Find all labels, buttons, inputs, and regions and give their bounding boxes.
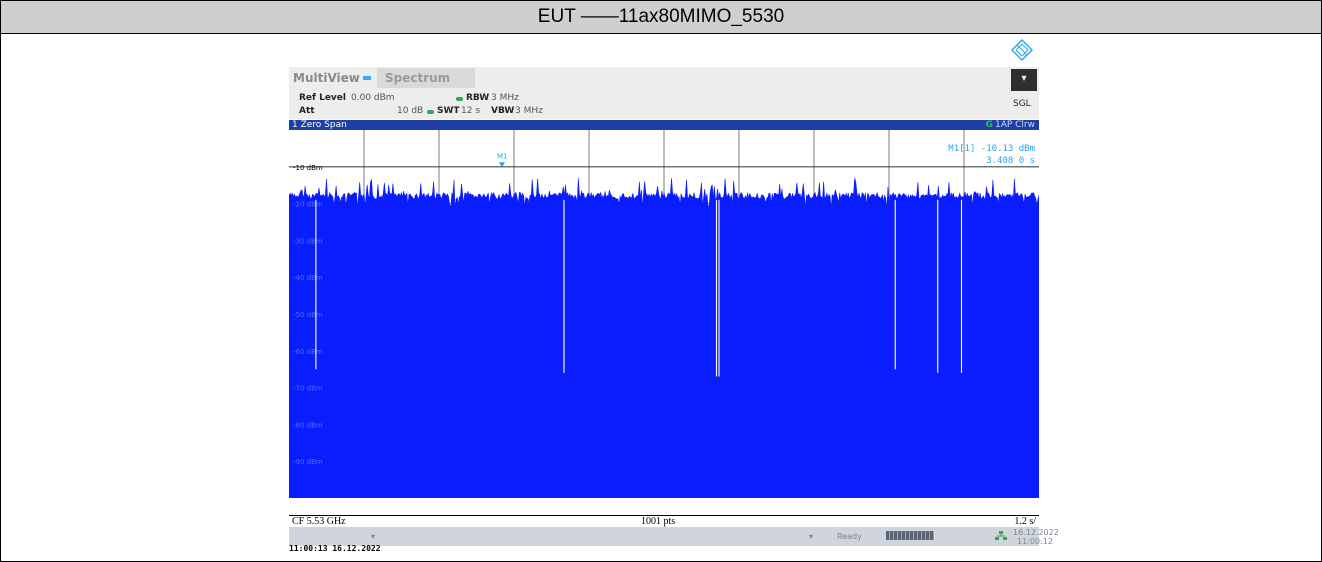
marker-readout-time: 3.408 0 s <box>986 156 1035 166</box>
trace-plot: -10 dBm -20 dBm -30 dBm -40 dBm -50 dBm -60 d… <box>289 130 1039 498</box>
status-date: 16.12.2022 <box>1013 528 1059 537</box>
x-axis-bar: CF 5.53 GHz 1001 pts 1.2 s/ <box>289 515 1039 528</box>
y-tick-label: -70 dBm <box>293 385 323 393</box>
spectrum-analyzer-screen: MultiView Spectrum ▾ Ref Level 0.00 dBm … <box>289 67 1059 546</box>
multiview-indicator <box>363 76 371 80</box>
swt-value: 12 s <box>461 106 481 116</box>
y-tick-label: -40 dBm <box>293 274 323 282</box>
vbw-label: VBW <box>491 106 515 116</box>
tab-spectrum[interactable]: Spectrum <box>377 68 475 88</box>
y-tick-label: -80 dBm <box>293 421 323 429</box>
screenshot-timestamp: 11:00:13 16.12.2022 <box>289 544 381 553</box>
ref-level-value: 0.00 dBm <box>351 93 395 103</box>
vbw-value: 3 MHz <box>515 106 543 116</box>
chevron-down-icon: ▾ <box>1021 73 1027 84</box>
time-per-div-label: 1.2 s/ <box>1014 516 1036 527</box>
chevron-down-icon[interactable]: ▾ <box>809 532 814 541</box>
page-title: EUT ——11ax80MIMO_5530 <box>1 1 1321 34</box>
y-tick-label: -50 dBm <box>293 311 323 319</box>
trace-mode-label: 1AP Clrw <box>994 120 1035 130</box>
parameter-panel: Ref Level 0.00 dBm Att 10 dB SWT 12 s RB… <box>289 91 1039 119</box>
points-label: 1001 pts <box>641 516 676 527</box>
status-time: 11:00:12 <box>1017 537 1053 546</box>
status-ready: Ready <box>837 532 862 541</box>
marker-readout: M1[1] -10.13 dBm 3.408 0 s <box>948 143 1035 167</box>
att-value: 10 dB <box>397 106 424 116</box>
marker-readout-level: M1[1] -10.13 dBm <box>948 144 1035 154</box>
ref-level-label: Ref Level <box>299 93 346 103</box>
rbw-value: 3 MHz <box>491 93 519 103</box>
y-tick-label: -30 dBm <box>293 237 323 245</box>
swt-label: SWT <box>437 106 460 116</box>
plot-area: -10 dBm -20 dBm -30 dBm -40 dBm -50 dBm -60 d… <box>289 130 1039 498</box>
center-frequency-label: CF 5.53 GHz <box>292 516 346 527</box>
y-tick-label: -10 dBm <box>293 164 323 172</box>
swt-coupled-dot <box>427 110 434 114</box>
att-label: Att <box>299 106 315 116</box>
diagram-title-bar: 1 Zero Span G 1AP Clrw <box>289 120 1039 130</box>
rbw-label: RBW <box>466 93 490 103</box>
y-tick-label: -20 dBm <box>293 201 323 209</box>
sweep-mode: SGL <box>1013 99 1031 109</box>
menu-button[interactable]: ▾ <box>1011 69 1037 91</box>
diagram-title: 1 Zero Span <box>292 120 347 130</box>
tab-multiview[interactable]: MultiView <box>293 71 360 85</box>
rohde-schwarz-logo-icon <box>1011 39 1033 61</box>
chevron-down-icon[interactable]: ▾ <box>371 532 376 541</box>
rbw-coupled-dot <box>456 97 463 101</box>
trace-1-area <box>289 177 1039 498</box>
network-icon <box>995 531 1007 540</box>
status-bar: ▾ ▾ Ready 16.12.2022 11:00:12 <box>289 527 1059 546</box>
y-tick-label: -60 dBm <box>293 348 323 356</box>
sweep-progress-bar <box>886 531 934 540</box>
trace-gate-indicator: G <box>985 120 993 130</box>
tab-bar: MultiView Spectrum ▾ <box>289 67 1039 91</box>
content-area: MultiView Spectrum ▾ Ref Level 0.00 dBm … <box>1 34 1321 561</box>
marker-m1-triangle <box>499 162 505 168</box>
marker-m1-label: M1 <box>497 152 508 160</box>
y-tick-label: -90 dBm <box>293 458 323 466</box>
zero-span-diagram: 1 Zero Span G 1AP Clrw -10 dBm -20 dBm -30… <box>289 120 1039 515</box>
